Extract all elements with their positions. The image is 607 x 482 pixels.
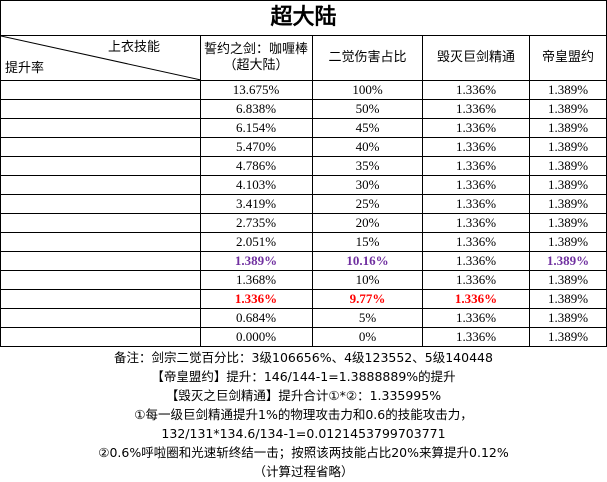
note-line: 132/131*134.6/134-1=0.0121453799703771 bbox=[161, 426, 446, 441]
table-cell: 1.336% bbox=[423, 290, 530, 309]
table-cell: 1.336% bbox=[423, 119, 530, 138]
column-header: 帝皇盟约 bbox=[530, 36, 607, 81]
table-cell: 1.389% bbox=[530, 214, 607, 233]
note-line: （计算过程省略） bbox=[253, 464, 354, 479]
row-spacer bbox=[0, 309, 201, 328]
table-cell: 1.336% bbox=[423, 176, 530, 195]
corner-cell: 上衣技能 提升率 bbox=[0, 36, 201, 81]
table-cell: 1.389% bbox=[530, 252, 607, 271]
table-cell: 10.16% bbox=[313, 252, 423, 271]
table-cell: 100% bbox=[313, 81, 423, 100]
row-spacer bbox=[0, 233, 201, 252]
table-cell: 1.389% bbox=[530, 271, 607, 290]
table-cell: 1.389% bbox=[530, 309, 607, 328]
table-cell: 1.389% bbox=[530, 195, 607, 214]
column-header: 毁灭巨剑精通 bbox=[423, 36, 530, 81]
table-cell: 1.336% bbox=[423, 81, 530, 100]
table-cell: 1.336% bbox=[423, 138, 530, 157]
table-cell: 1.336% bbox=[423, 233, 530, 252]
table-cell: 2.735% bbox=[200, 214, 313, 233]
table-cell: 1.389% bbox=[530, 157, 607, 176]
table-cell: 20% bbox=[313, 214, 423, 233]
row-spacer bbox=[0, 119, 201, 138]
table-cell: 1.336% bbox=[423, 157, 530, 176]
table-cell: 10% bbox=[313, 271, 423, 290]
row-spacer bbox=[0, 138, 201, 157]
row-spacer bbox=[0, 176, 201, 195]
table-cell: 1.336% bbox=[423, 328, 530, 347]
table-cell: 0.684% bbox=[200, 309, 313, 328]
table-cell: 15% bbox=[313, 233, 423, 252]
corner-top-label: 上衣技能 bbox=[107, 40, 160, 55]
table-cell: 0% bbox=[313, 328, 423, 347]
table-cell: 5% bbox=[313, 309, 423, 328]
row-spacer bbox=[0, 157, 201, 176]
table-cell: 3.419% bbox=[200, 195, 313, 214]
note-line: ②0.6%呼啦圈和光速斩终结一击；按照该两技能占比20%来算提升0.12% bbox=[98, 445, 509, 460]
table-cell: 35% bbox=[313, 157, 423, 176]
column-header: 誓约之剑：咖喱棒 （超大陆） bbox=[200, 36, 313, 81]
table-cell: 50% bbox=[313, 100, 423, 119]
table-cell: 6.838% bbox=[200, 100, 313, 119]
row-spacer bbox=[0, 328, 201, 347]
table-cell: 0.000% bbox=[200, 328, 313, 347]
table-cell: 1.389% bbox=[530, 290, 607, 309]
table-cell: 45% bbox=[313, 119, 423, 138]
table-cell: 1.389% bbox=[530, 81, 607, 100]
table-cell: 1.336% bbox=[423, 214, 530, 233]
table-cell: 1.336% bbox=[423, 100, 530, 119]
table-cell: 1.336% bbox=[423, 195, 530, 214]
table-cell: 1.336% bbox=[423, 271, 530, 290]
table-cell: 1.336% bbox=[423, 309, 530, 328]
diagonal bbox=[1, 36, 201, 80]
row-spacer bbox=[0, 100, 201, 119]
table-cell: 1.389% bbox=[530, 328, 607, 347]
row-spacer bbox=[0, 195, 201, 214]
table-cell: 1.389% bbox=[530, 233, 607, 252]
table-cell: 4.786% bbox=[200, 157, 313, 176]
row-spacer bbox=[0, 214, 201, 233]
table-cell: 6.154% bbox=[200, 119, 313, 138]
table-cell: 5.470% bbox=[200, 138, 313, 157]
column-header: 二觉伤害占比 bbox=[313, 36, 423, 81]
table-cell: 4.103% bbox=[200, 176, 313, 195]
row-spacer bbox=[0, 81, 201, 100]
table-cell: 25% bbox=[313, 195, 423, 214]
table-cell: 2.051% bbox=[200, 233, 313, 252]
table-cell: 1.389% bbox=[530, 100, 607, 119]
table-cell: 1.389% bbox=[530, 176, 607, 195]
table-cell: 13.675% bbox=[200, 81, 313, 100]
note-line: ①每一级巨剑精通提升1%的物理攻击力和0.6的技能攻击力， bbox=[134, 407, 473, 422]
table-cell: 1.336% bbox=[423, 252, 530, 271]
table-cell: 1.389% bbox=[530, 138, 607, 157]
table-cell: 9.77% bbox=[313, 290, 423, 309]
note-line: 【帝皇盟约】提升：146/144-1=1.3888889%的提升 bbox=[151, 369, 456, 384]
table-cell: 1.336% bbox=[200, 290, 313, 309]
row-spacer bbox=[0, 271, 201, 290]
row-spacer bbox=[0, 252, 201, 271]
table-cell: 1.389% bbox=[200, 252, 313, 271]
table-cell: 1.368% bbox=[200, 271, 313, 290]
corner-bottom-label: 提升率 bbox=[5, 61, 45, 76]
table-title: 超大陆 bbox=[0, 0, 607, 36]
note-line: 【毁灭之巨剑精通】提升合计①*②：1.335995% bbox=[165, 388, 442, 403]
table-cell: 30% bbox=[313, 176, 423, 195]
note-line: 备注：剑宗二觉百分比：3级106656%、4级123552、5级140448 bbox=[114, 350, 493, 365]
table-cell: 1.389% bbox=[530, 119, 607, 138]
row-spacer bbox=[0, 290, 201, 309]
table-cell: 40% bbox=[313, 138, 423, 157]
